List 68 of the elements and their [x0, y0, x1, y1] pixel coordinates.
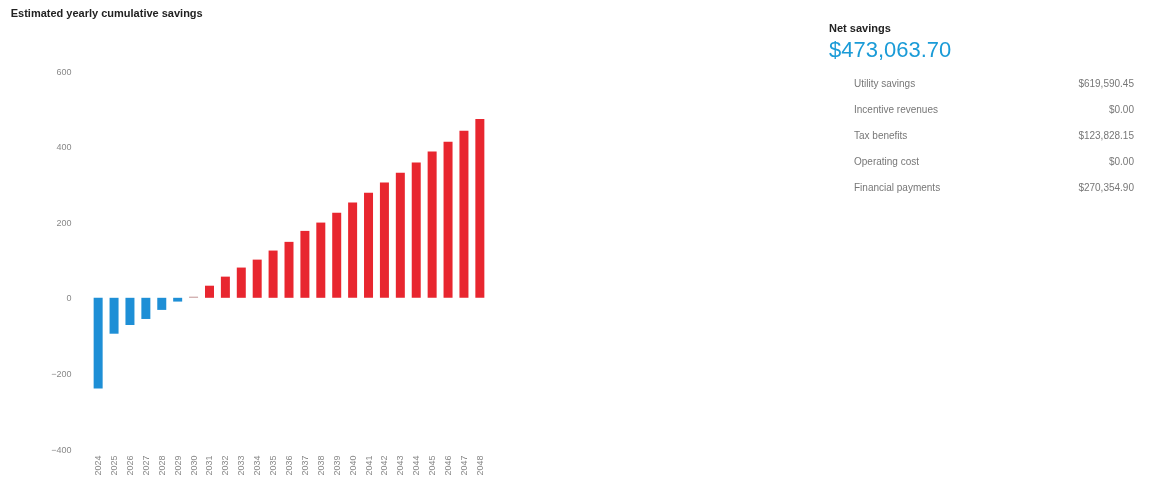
x-tick-label: 2028 [156, 455, 167, 476]
x-tick-label: 2039 [331, 455, 342, 476]
x-tick-label: 2045 [427, 455, 438, 476]
text: Financial payments [854, 182, 941, 194]
x-tick-label: 2029 [172, 455, 183, 476]
bar [348, 202, 358, 298]
x-tick-label: 2047 [458, 455, 469, 476]
y-tick-label: −200 [51, 368, 72, 379]
x-tick-label: 2034 [252, 455, 263, 476]
bar [93, 297, 103, 389]
x-tick-label: 2032 [220, 455, 231, 476]
bar [395, 172, 405, 298]
text: Operating cost [854, 156, 920, 168]
chart-title: Estimated yearly cumulative savings [10, 7, 203, 19]
x-tick-label: 2044 [411, 455, 422, 476]
x-tick-label: 2035 [268, 455, 279, 476]
y-tick-label: 200 [56, 217, 72, 228]
y-tick-label: −400 [51, 444, 72, 455]
text: Tax benefits [854, 130, 908, 142]
text: Utility savings [854, 78, 916, 90]
bar [316, 222, 326, 298]
bar [204, 285, 214, 298]
x-tick-label: 2048 [474, 455, 485, 476]
text: $473,063.70 [829, 37, 952, 62]
bar [157, 297, 167, 310]
bar [220, 276, 230, 298]
y-tick-label: 0 [66, 293, 72, 304]
x-tick-label: 2024 [93, 455, 104, 476]
text: $270,354.90 [1078, 182, 1135, 194]
text: $123,828.15 [1078, 130, 1135, 142]
bar [300, 230, 310, 298]
x-tick-label: 2038 [315, 455, 326, 476]
x-tick-label: 2036 [284, 455, 294, 476]
x-tick-label: 2031 [204, 455, 215, 476]
x-tick-label: 2033 [236, 455, 247, 476]
bar [443, 141, 453, 298]
bar [427, 151, 437, 298]
bar [236, 267, 246, 298]
x-tick-label: 2026 [124, 455, 135, 476]
bar [252, 259, 262, 298]
x-tick-label: 2037 [299, 455, 310, 476]
x-tick-label: 2043 [395, 455, 406, 476]
bar [332, 212, 342, 298]
text: Net savings [829, 22, 891, 34]
y-tick-label: 400 [56, 142, 72, 153]
bar [268, 250, 278, 298]
x-tick-label: 2027 [140, 455, 151, 476]
bar [109, 297, 119, 334]
x-tick-label: 2046 [443, 455, 454, 476]
x-tick-label: 2042 [379, 455, 390, 476]
bar [141, 297, 151, 319]
x-tick-label: 2025 [109, 455, 120, 476]
x-tick-label: 2030 [188, 455, 199, 476]
x-tick-label: 2041 [363, 455, 374, 476]
x-tick-label: 2040 [347, 455, 358, 476]
bar [379, 182, 389, 298]
text: $0.00 [1108, 156, 1135, 168]
bar [284, 241, 294, 298]
text: Incentive revenues [854, 104, 938, 116]
bar [173, 297, 183, 302]
bar [475, 119, 485, 298]
y-tick-label: 600 [56, 66, 72, 77]
bar [459, 130, 469, 298]
bar [411, 162, 421, 298]
text: $0.00 [1108, 104, 1135, 116]
text: $619,590.45 [1078, 78, 1135, 90]
bar [364, 192, 374, 298]
bar [125, 297, 135, 326]
